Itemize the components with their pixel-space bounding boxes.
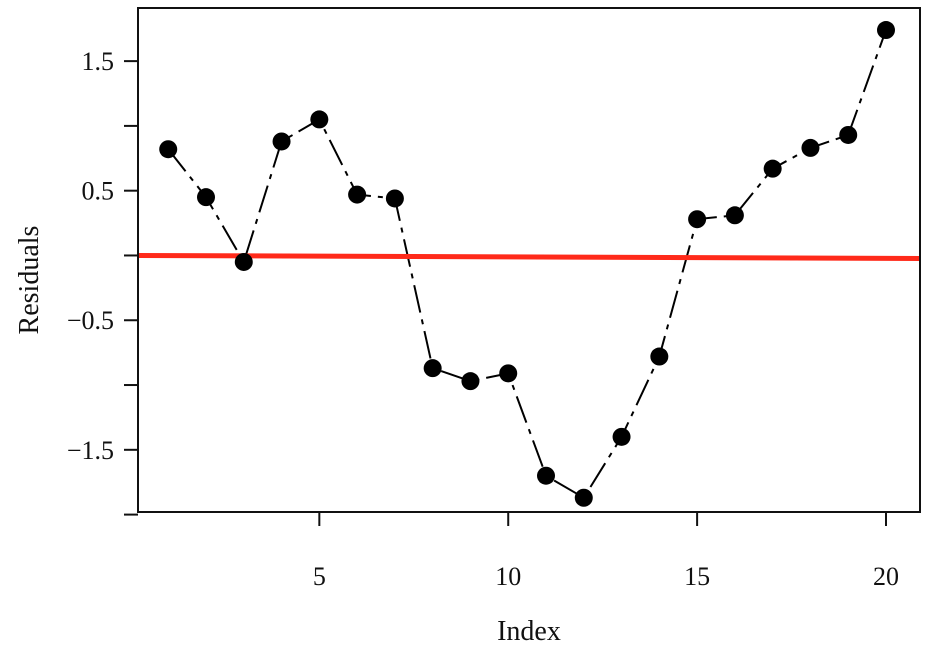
data-point bbox=[574, 488, 593, 507]
data-point bbox=[310, 110, 329, 129]
data-point bbox=[877, 21, 895, 40]
data-point bbox=[348, 185, 367, 204]
x-tick-label: 20 bbox=[873, 562, 899, 591]
reference-line-group bbox=[137, 252, 921, 261]
x-tick-label: 10 bbox=[495, 562, 521, 591]
data-point bbox=[272, 132, 291, 151]
y-axis-ticks: −1.5 −0.5 0.5 1.5 bbox=[67, 47, 138, 516]
y-axis-title: Residuals bbox=[14, 226, 45, 335]
data-point bbox=[499, 364, 518, 383]
y-tick-label: 1.5 bbox=[82, 47, 115, 76]
plot-frame bbox=[137, 7, 921, 513]
series-polyline bbox=[167, 29, 887, 500]
data-point bbox=[612, 427, 631, 446]
data-point bbox=[650, 347, 669, 366]
zero-reference-line bbox=[137, 252, 921, 261]
data-point bbox=[159, 140, 178, 159]
data-point bbox=[725, 206, 744, 225]
data-point bbox=[197, 188, 215, 207]
data-point bbox=[234, 252, 253, 271]
data-point bbox=[461, 372, 480, 391]
data-point bbox=[423, 359, 442, 378]
y-tick-label: −1.5 bbox=[67, 436, 114, 465]
data-point bbox=[688, 210, 707, 229]
data-point bbox=[537, 466, 555, 485]
data-point bbox=[763, 159, 782, 178]
x-axis-ticks: 5 10 15 20 bbox=[313, 512, 899, 591]
data-point bbox=[801, 138, 820, 157]
data-point bbox=[385, 189, 404, 208]
x-tick-label: 5 bbox=[313, 562, 326, 591]
y-tick-label: 0.5 bbox=[82, 177, 115, 206]
data-point bbox=[839, 125, 858, 144]
x-axis-title: Index bbox=[497, 616, 561, 647]
x-tick-label: 15 bbox=[684, 562, 710, 591]
data-points bbox=[159, 21, 895, 507]
y-tick-label: −0.5 bbox=[67, 306, 114, 335]
series-line bbox=[167, 29, 887, 500]
